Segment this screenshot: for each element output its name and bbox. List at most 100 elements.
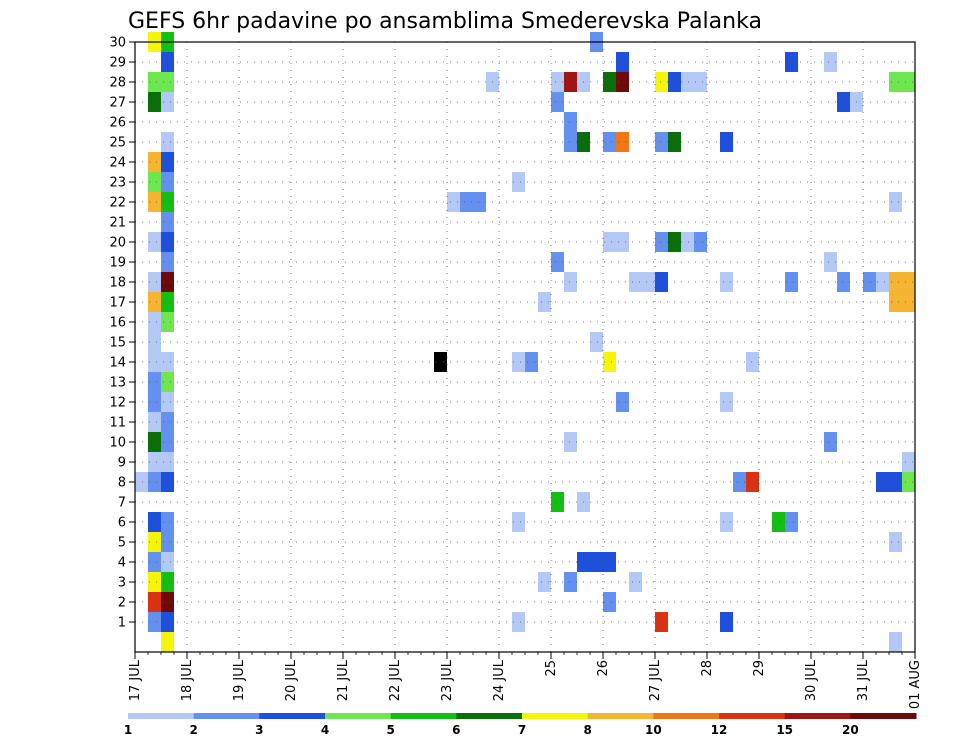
heatmap-cell — [603, 72, 616, 92]
heatmap-cell — [148, 292, 161, 312]
x-tick-label: 20 JUL — [284, 659, 299, 701]
heatmap-cell — [629, 272, 642, 292]
y-tick-label: 24 — [109, 156, 126, 171]
heatmap-cell — [161, 592, 174, 612]
y-tick-label: 25 — [109, 136, 126, 151]
heatmap-cell — [148, 272, 161, 292]
heatmap-cell — [564, 272, 577, 292]
heatmap-cell — [694, 72, 707, 92]
heatmap-cell — [837, 92, 850, 112]
heatmap-cell — [603, 132, 616, 152]
heatmap-cell — [161, 612, 174, 632]
heatmap-cell — [876, 472, 889, 492]
x-tick-label: 31 JUL — [856, 659, 871, 701]
heatmap-cell — [720, 612, 733, 632]
heatmap-cell — [161, 172, 174, 192]
heatmap-cell — [603, 352, 616, 372]
heatmap-cell — [148, 412, 161, 432]
heatmap-cell — [135, 472, 148, 492]
x-tick-label: 21 JUL — [336, 659, 351, 701]
heatmap-cell — [655, 272, 668, 292]
y-tick-label: 29 — [109, 56, 126, 71]
heatmap-cell — [161, 72, 174, 92]
heatmap-cell — [161, 432, 174, 452]
heatmap-cell — [733, 472, 746, 492]
heatmap-cell — [447, 192, 460, 212]
heatmap-cell — [824, 52, 837, 72]
heatmap-cell — [148, 532, 161, 552]
heatmap-cell — [538, 292, 551, 312]
heatmap-cell — [161, 452, 174, 472]
heatmap-cell — [746, 352, 759, 372]
heatmap-cell — [148, 152, 161, 172]
heatmap-cell — [616, 132, 629, 152]
y-tick-label: 17 — [109, 296, 126, 311]
colorbar-segment — [587, 713, 654, 719]
y-tick-label: 10 — [109, 436, 126, 451]
y-tick-label: 6 — [118, 516, 126, 531]
y-tick-label: 18 — [109, 276, 126, 291]
heatmap-cell — [655, 132, 668, 152]
heatmap-cell — [616, 72, 629, 92]
y-tick-label: 8 — [118, 476, 126, 491]
x-tick-label: 18 JUL — [180, 659, 195, 701]
plot-frame — [134, 41, 916, 653]
heatmap-cell — [603, 592, 616, 612]
y-tick-label: 26 — [109, 116, 126, 131]
y-tick-label: 21 — [109, 216, 126, 231]
colorbar-label: 12 — [711, 723, 728, 737]
heatmap-cell — [785, 512, 798, 532]
heatmap-cell — [161, 552, 174, 572]
heatmap-cell — [655, 612, 668, 632]
x-axis: 17 JUL 18 JUL 19 JUL 20 JUL 21 JUL 22 JUL 23 J… — [128, 652, 923, 709]
heatmap-cell — [161, 52, 174, 72]
heatmap-cell — [564, 112, 577, 132]
y-tick-label: 14 — [109, 356, 126, 371]
heatmap-cell — [616, 232, 629, 252]
x-tick-label: 01 AUG — [908, 660, 923, 709]
heatmap-cell — [161, 572, 174, 592]
colorbar-segment — [456, 713, 523, 719]
heatmap-cell — [161, 472, 174, 492]
chart-title: GEFS 6hr padavine po ansamblima Smederev… — [128, 9, 762, 34]
y-tick-label: 3 — [118, 576, 126, 591]
heatmap-cell — [161, 92, 174, 112]
heatmap-cell — [902, 452, 915, 472]
heatmap-cell — [161, 352, 174, 372]
heatmap-cell — [148, 92, 161, 112]
heatmap-cell — [902, 292, 915, 312]
heatmap-cell — [564, 572, 577, 592]
heatmap-cell — [564, 72, 577, 92]
heatmap-cell — [148, 332, 161, 352]
heatmap-cell — [720, 512, 733, 532]
colorbar-label: 2 — [189, 723, 197, 737]
y-tick-label: 1 — [118, 616, 126, 631]
heatmap-cell — [551, 492, 564, 512]
heatmap-cell — [512, 512, 525, 532]
heatmap-cell — [889, 472, 902, 492]
heatmap-cell — [161, 372, 174, 392]
heatmap-cell — [681, 72, 694, 92]
y-tick-label: 23 — [109, 176, 126, 191]
y-tick-label: 11 — [109, 416, 126, 431]
heatmap-cell — [148, 372, 161, 392]
y-tick-label: 15 — [109, 336, 126, 351]
y-tick-label: 30 — [109, 36, 126, 51]
heatmap-cell — [148, 432, 161, 452]
heatmap-cell — [876, 272, 889, 292]
heatmap-cell — [161, 192, 174, 212]
heatmap-cell — [148, 512, 161, 532]
heatmap-cell — [694, 232, 707, 252]
heatmap-cell — [564, 432, 577, 452]
colorbar-segment — [719, 713, 786, 719]
colorbar-label: 8 — [583, 723, 591, 737]
heatmap-cell — [161, 272, 174, 292]
heatmap-cell — [434, 352, 447, 372]
heatmap-cell — [148, 392, 161, 412]
y-tick-label: 5 — [118, 536, 126, 551]
heatmap-cell — [616, 392, 629, 412]
heatmap-cell — [512, 172, 525, 192]
heatmap-cell — [785, 52, 798, 72]
heatmap-cell — [161, 212, 174, 232]
